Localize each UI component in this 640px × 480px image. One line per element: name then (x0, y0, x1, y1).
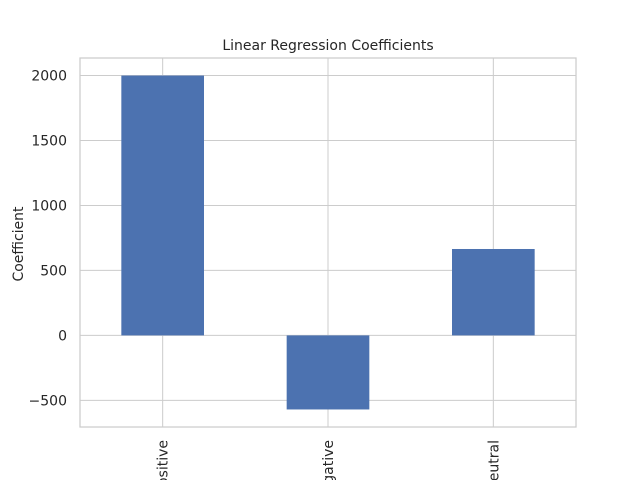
bar-negative (286, 335, 370, 410)
x-tick-label-positive: positive (156, 440, 172, 480)
bar-positive (121, 75, 204, 336)
x-tick-label-negative: negative (321, 440, 337, 480)
y-tick-label: 1500 (31, 134, 67, 150)
y-tick-labels: −500 0 500 1000 1500 2000 (29, 69, 67, 410)
x-tick-label-neutral: neutral (486, 440, 502, 480)
y-tick-label: 1000 (31, 198, 67, 214)
plot-frame (79, 57, 577, 428)
y-tick-label: 2000 (31, 69, 67, 85)
bars (121, 75, 535, 410)
y-axis-label: Coefficient (11, 206, 27, 282)
y-tick-label: 500 (40, 263, 67, 279)
bar-neutral (452, 248, 535, 336)
y-tick-label: −500 (29, 393, 67, 409)
chart-title: Linear Regression Coefficients (222, 38, 433, 54)
y-tick-label: 0 (58, 328, 67, 344)
x-tick-labels: positive negative neutral (156, 440, 503, 480)
